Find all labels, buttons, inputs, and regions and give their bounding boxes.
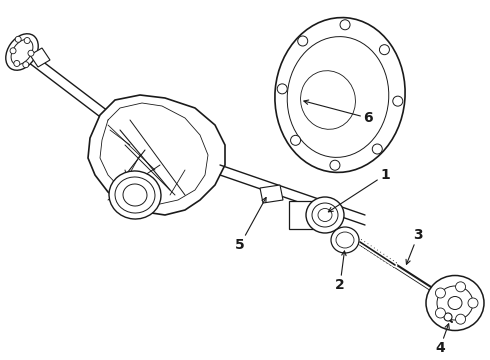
Ellipse shape [306, 197, 344, 233]
Ellipse shape [275, 18, 405, 172]
Circle shape [28, 50, 34, 56]
Text: 6: 6 [304, 100, 373, 125]
Ellipse shape [109, 171, 161, 219]
Text: 2: 2 [335, 251, 346, 292]
Ellipse shape [426, 275, 484, 330]
Circle shape [291, 135, 300, 145]
Text: 5: 5 [235, 198, 266, 252]
Polygon shape [289, 201, 321, 229]
Circle shape [277, 84, 287, 94]
Text: 3: 3 [406, 228, 423, 264]
Circle shape [330, 160, 340, 170]
Circle shape [393, 96, 403, 106]
Ellipse shape [6, 34, 38, 70]
Circle shape [10, 48, 16, 54]
Text: 1: 1 [328, 168, 390, 212]
Polygon shape [88, 95, 225, 215]
Circle shape [456, 282, 466, 292]
Circle shape [456, 314, 466, 324]
Circle shape [436, 288, 445, 298]
Circle shape [23, 62, 29, 68]
Polygon shape [260, 185, 283, 203]
Circle shape [468, 298, 478, 308]
Circle shape [340, 20, 350, 30]
Circle shape [372, 144, 382, 154]
Ellipse shape [331, 227, 359, 253]
Circle shape [15, 36, 21, 42]
Circle shape [436, 308, 445, 318]
Circle shape [298, 36, 308, 46]
Circle shape [14, 60, 20, 67]
Circle shape [444, 313, 452, 321]
Circle shape [24, 37, 30, 44]
Text: 4: 4 [435, 324, 449, 355]
Polygon shape [30, 48, 50, 67]
Circle shape [379, 45, 390, 55]
